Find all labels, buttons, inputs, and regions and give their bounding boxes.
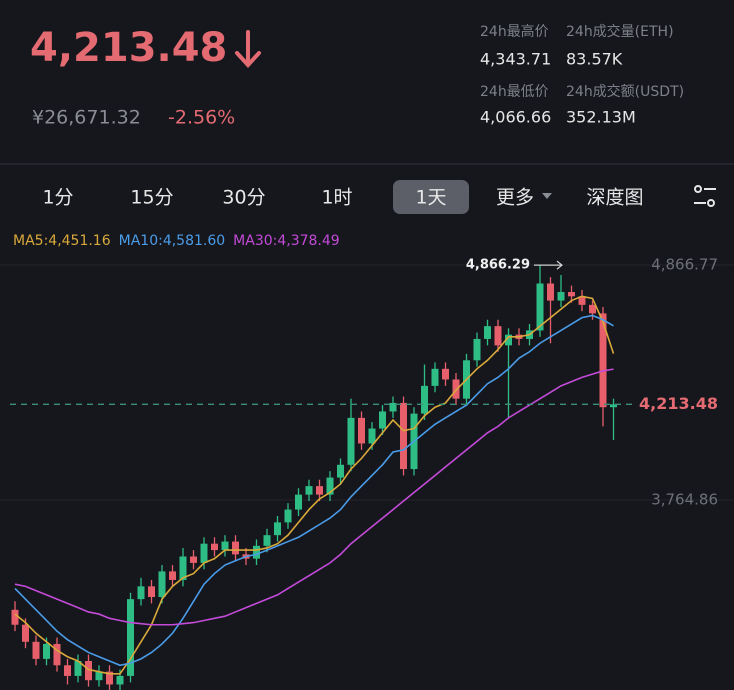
candle-body — [74, 660, 82, 676]
candle-body — [232, 541, 239, 555]
candle-body — [358, 417, 365, 444]
stat-value: 4,343.71 — [480, 50, 551, 69]
candle-body — [295, 494, 302, 510]
candle-body — [326, 477, 334, 495]
last-price-label: 4,213.48 — [639, 394, 718, 413]
tab[interactable]: 15分 — [130, 187, 173, 209]
stat-label: 24h成交量(ETH) — [566, 23, 674, 40]
tab[interactable]: 深度图 — [586, 187, 643, 209]
candle-body — [169, 571, 176, 580]
candle-body — [284, 509, 292, 523]
stat-label: 24h最高价 — [480, 23, 549, 40]
fiat-price: ¥26,671.32 — [32, 107, 141, 129]
last-price: 4,213.48 — [30, 25, 227, 71]
candle-body — [106, 671, 113, 685]
change-percent: -2.56% — [168, 107, 235, 129]
candle-body — [536, 283, 544, 331]
candle-body — [610, 404, 617, 408]
candle-body — [599, 313, 607, 408]
candle-body — [221, 541, 229, 551]
tab[interactable]: 1天 — [415, 187, 446, 209]
candle-body — [337, 464, 344, 478]
y-tick-label: 4,866.77 — [651, 256, 718, 274]
candle-body — [431, 368, 439, 386]
y-tick-label: 3,764.86 — [651, 491, 718, 509]
stat-value: 83.57K — [566, 50, 623, 69]
candle-body — [547, 283, 554, 301]
candle-body — [389, 402, 397, 412]
candle-body — [578, 296, 586, 305]
candle-body — [148, 586, 155, 598]
legend-entry: MA30:4,378.49 — [233, 233, 340, 249]
candle-body — [253, 545, 260, 559]
down-arrow — [235, 30, 261, 68]
stat-label: 24h最低价 — [480, 84, 549, 100]
dropdown-caret — [542, 193, 552, 199]
candle-body — [484, 326, 491, 339]
candle-body — [442, 368, 449, 380]
settings-icon[interactable] — [694, 185, 716, 207]
candle-body — [64, 665, 71, 676]
high-arrow — [534, 260, 563, 270]
candle-body — [32, 641, 40, 659]
tab-bar: 1分 15分 30分 1时 1天 更多 深度图 — [42, 180, 644, 214]
candle-body — [53, 643, 61, 666]
tab[interactable]: 更多 — [496, 187, 534, 209]
high-label: 4,866.29 — [466, 258, 530, 273]
tab[interactable]: 1时 — [321, 187, 352, 209]
tab[interactable]: 1分 — [42, 187, 73, 209]
legend-entry: MA5:4,451.16 — [13, 233, 111, 249]
candle-body — [494, 326, 502, 346]
candle-body — [200, 543, 208, 563]
plot — [11, 265, 617, 690]
candle-body — [589, 304, 596, 314]
candle-body — [263, 535, 271, 546]
legend-entry: MA10:4,581.60 — [119, 233, 226, 249]
candle-body — [505, 334, 512, 346]
candle-body — [274, 522, 281, 536]
stat-value: 4,066.66 — [480, 108, 551, 127]
candle-body — [190, 556, 197, 563]
candle-body — [473, 338, 481, 361]
candle-body — [379, 411, 386, 429]
candle-body — [179, 556, 187, 580]
candle-body — [368, 428, 376, 444]
candle-body — [305, 486, 313, 495]
ma-line — [14, 368, 614, 626]
candle-body — [316, 486, 323, 495]
candle-body — [11, 609, 19, 625]
candle-body — [95, 671, 103, 681]
candle-body — [127, 599, 134, 676]
grid — [0, 264, 734, 501]
tab[interactable]: 30分 — [222, 187, 265, 209]
ma-line — [14, 314, 614, 667]
candle-body — [421, 385, 428, 414]
candle-body — [211, 543, 218, 551]
candle-body — [85, 660, 92, 681]
stat-value: 352.13M — [566, 108, 636, 127]
ma-line — [14, 295, 615, 675]
candle-body — [158, 571, 166, 598]
candle-body — [557, 292, 565, 301]
candle-body — [400, 402, 407, 470]
candle-body — [347, 417, 355, 465]
stat-label: 24h成交额(USDT) — [566, 83, 684, 100]
price-axis: 3,764.86 4,866.77 — [651, 256, 718, 509]
legend: MA5:4,451.16 MA10:4,581.60 MA30:4,378.49 — [13, 233, 340, 249]
candle-body — [22, 624, 29, 642]
active-tab-bg — [393, 180, 469, 214]
candle-body — [116, 675, 124, 685]
candle-body — [568, 292, 575, 297]
candle-body — [43, 643, 50, 659]
candle-body — [137, 586, 145, 600]
